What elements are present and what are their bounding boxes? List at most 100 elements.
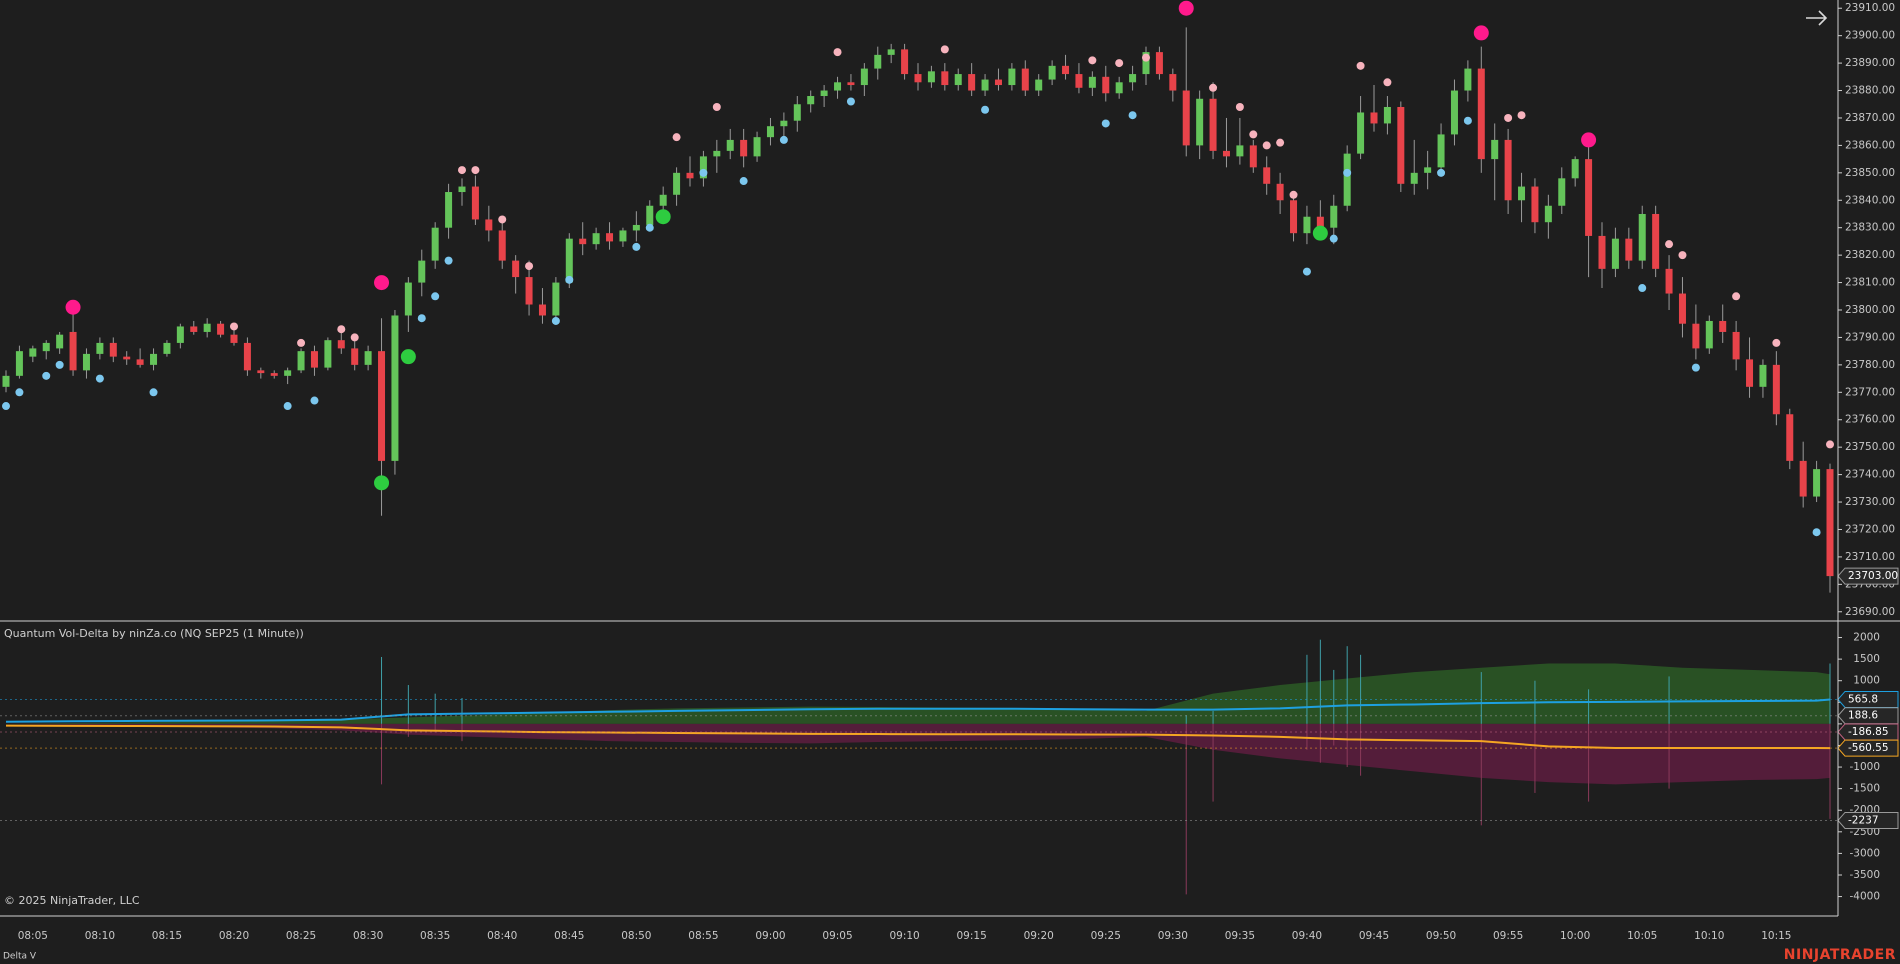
candle-body (1410, 172, 1418, 184)
signal-dot (400, 349, 416, 365)
signal-dot (1128, 111, 1137, 120)
candle-body (82, 353, 90, 371)
signal-dot (1665, 240, 1674, 249)
candle-body (1665, 268, 1673, 294)
signal-dot (417, 314, 426, 323)
signal-dot (1826, 440, 1834, 449)
signal-dot (1209, 83, 1218, 92)
level-label: -2237 (1848, 814, 1879, 826)
plot-layer: 23690.0023700.0023710.0023720.0023730.00… (0, 0, 1899, 942)
candle-body (994, 79, 1002, 86)
candle-body (1357, 112, 1365, 154)
candle-body (378, 351, 386, 461)
signal-dot (149, 388, 158, 397)
candle-body (1035, 79, 1043, 91)
y-tick-label: -1000 (1849, 761, 1880, 773)
candle-body (1611, 238, 1619, 269)
candle-body (1504, 139, 1512, 201)
candle-body (713, 150, 721, 157)
candle-body (981, 79, 989, 91)
candle-body (1544, 205, 1552, 223)
candle-body (2, 375, 10, 387)
candle-body (1705, 320, 1713, 349)
brand-logo: NINJATRADER (1784, 947, 1896, 963)
candle-body (887, 49, 895, 55)
candle-body (136, 359, 144, 365)
x-tick-label: 08:25 (286, 930, 316, 942)
candle-body (1625, 238, 1633, 261)
candle-body (351, 348, 359, 365)
x-tick-label: 08:05 (18, 930, 48, 942)
x-tick-label: 10:00 (1560, 930, 1590, 942)
candle-body (686, 172, 694, 179)
delta-band (6, 663, 1830, 724)
signal-dot (1812, 528, 1821, 537)
x-tick-label: 09:05 (822, 930, 852, 942)
candle-body (391, 315, 399, 461)
signal-dot (1329, 234, 1338, 243)
candle-body (847, 82, 855, 86)
y-tick-label: 23900.00 (1845, 30, 1895, 42)
candle-body (1450, 90, 1458, 135)
candle-body (1182, 90, 1190, 146)
candle-body (324, 340, 332, 368)
candle-body (498, 230, 506, 261)
candle-body (726, 139, 734, 151)
candle-body (820, 90, 828, 97)
candle-body (1263, 167, 1271, 184)
x-tick-label: 09:50 (1426, 930, 1456, 942)
delta-line (5, 698, 1831, 723)
candle-body (860, 68, 868, 86)
candle-body (1491, 139, 1499, 160)
signal-dot (1142, 53, 1150, 62)
candle-body (1276, 183, 1284, 201)
candle-body (1222, 150, 1230, 157)
scroll-arrow[interactable] (1806, 10, 1828, 26)
x-tick-label: 08:30 (353, 930, 383, 942)
delta-line (5, 724, 1831, 750)
candle-body (230, 334, 238, 343)
signal-dot (1312, 225, 1328, 241)
candle-body (954, 74, 962, 86)
candle-body (941, 71, 949, 86)
signal-dot (940, 45, 949, 54)
candle-body (1303, 216, 1311, 234)
candle-body (968, 74, 976, 91)
signal-dot (310, 396, 319, 405)
candle-body (190, 326, 198, 332)
candle-body (1424, 167, 1432, 173)
y-tick-label: 1000 (1853, 675, 1880, 687)
signal-dot (1772, 338, 1781, 347)
x-tick-label: 08:45 (554, 930, 584, 942)
signal-dot (2, 402, 10, 411)
signal-dot (230, 322, 238, 331)
signal-dot (779, 135, 788, 144)
level-box (1837, 707, 1899, 725)
candle-body (337, 340, 345, 349)
signal-dot (1504, 113, 1513, 122)
candle-body (418, 260, 426, 283)
signal-dot (471, 166, 480, 175)
candle-body (1115, 82, 1123, 94)
level-label: 565.8 (1848, 693, 1878, 705)
y-tick-label: 23870.00 (1845, 112, 1895, 124)
candle-body (1638, 213, 1646, 261)
candle-body (874, 54, 882, 69)
candle-body (15, 351, 23, 376)
signal-dot (1691, 363, 1700, 372)
signal-dot (431, 292, 440, 301)
level-label: 188.6 (1848, 710, 1878, 722)
candle-body (471, 186, 479, 220)
signal-dot (1463, 116, 1472, 125)
candle-body (1008, 68, 1016, 86)
y-tick-label: 23720.00 (1845, 523, 1895, 535)
y-tick-label: 23890.00 (1845, 57, 1895, 69)
level-box (1837, 690, 1899, 708)
x-tick-label: 08:20 (219, 930, 249, 942)
signal-dot (645, 223, 654, 232)
candle-body (592, 233, 600, 245)
x-tick-label: 10:15 (1761, 930, 1791, 942)
candle-body (1732, 331, 1740, 360)
